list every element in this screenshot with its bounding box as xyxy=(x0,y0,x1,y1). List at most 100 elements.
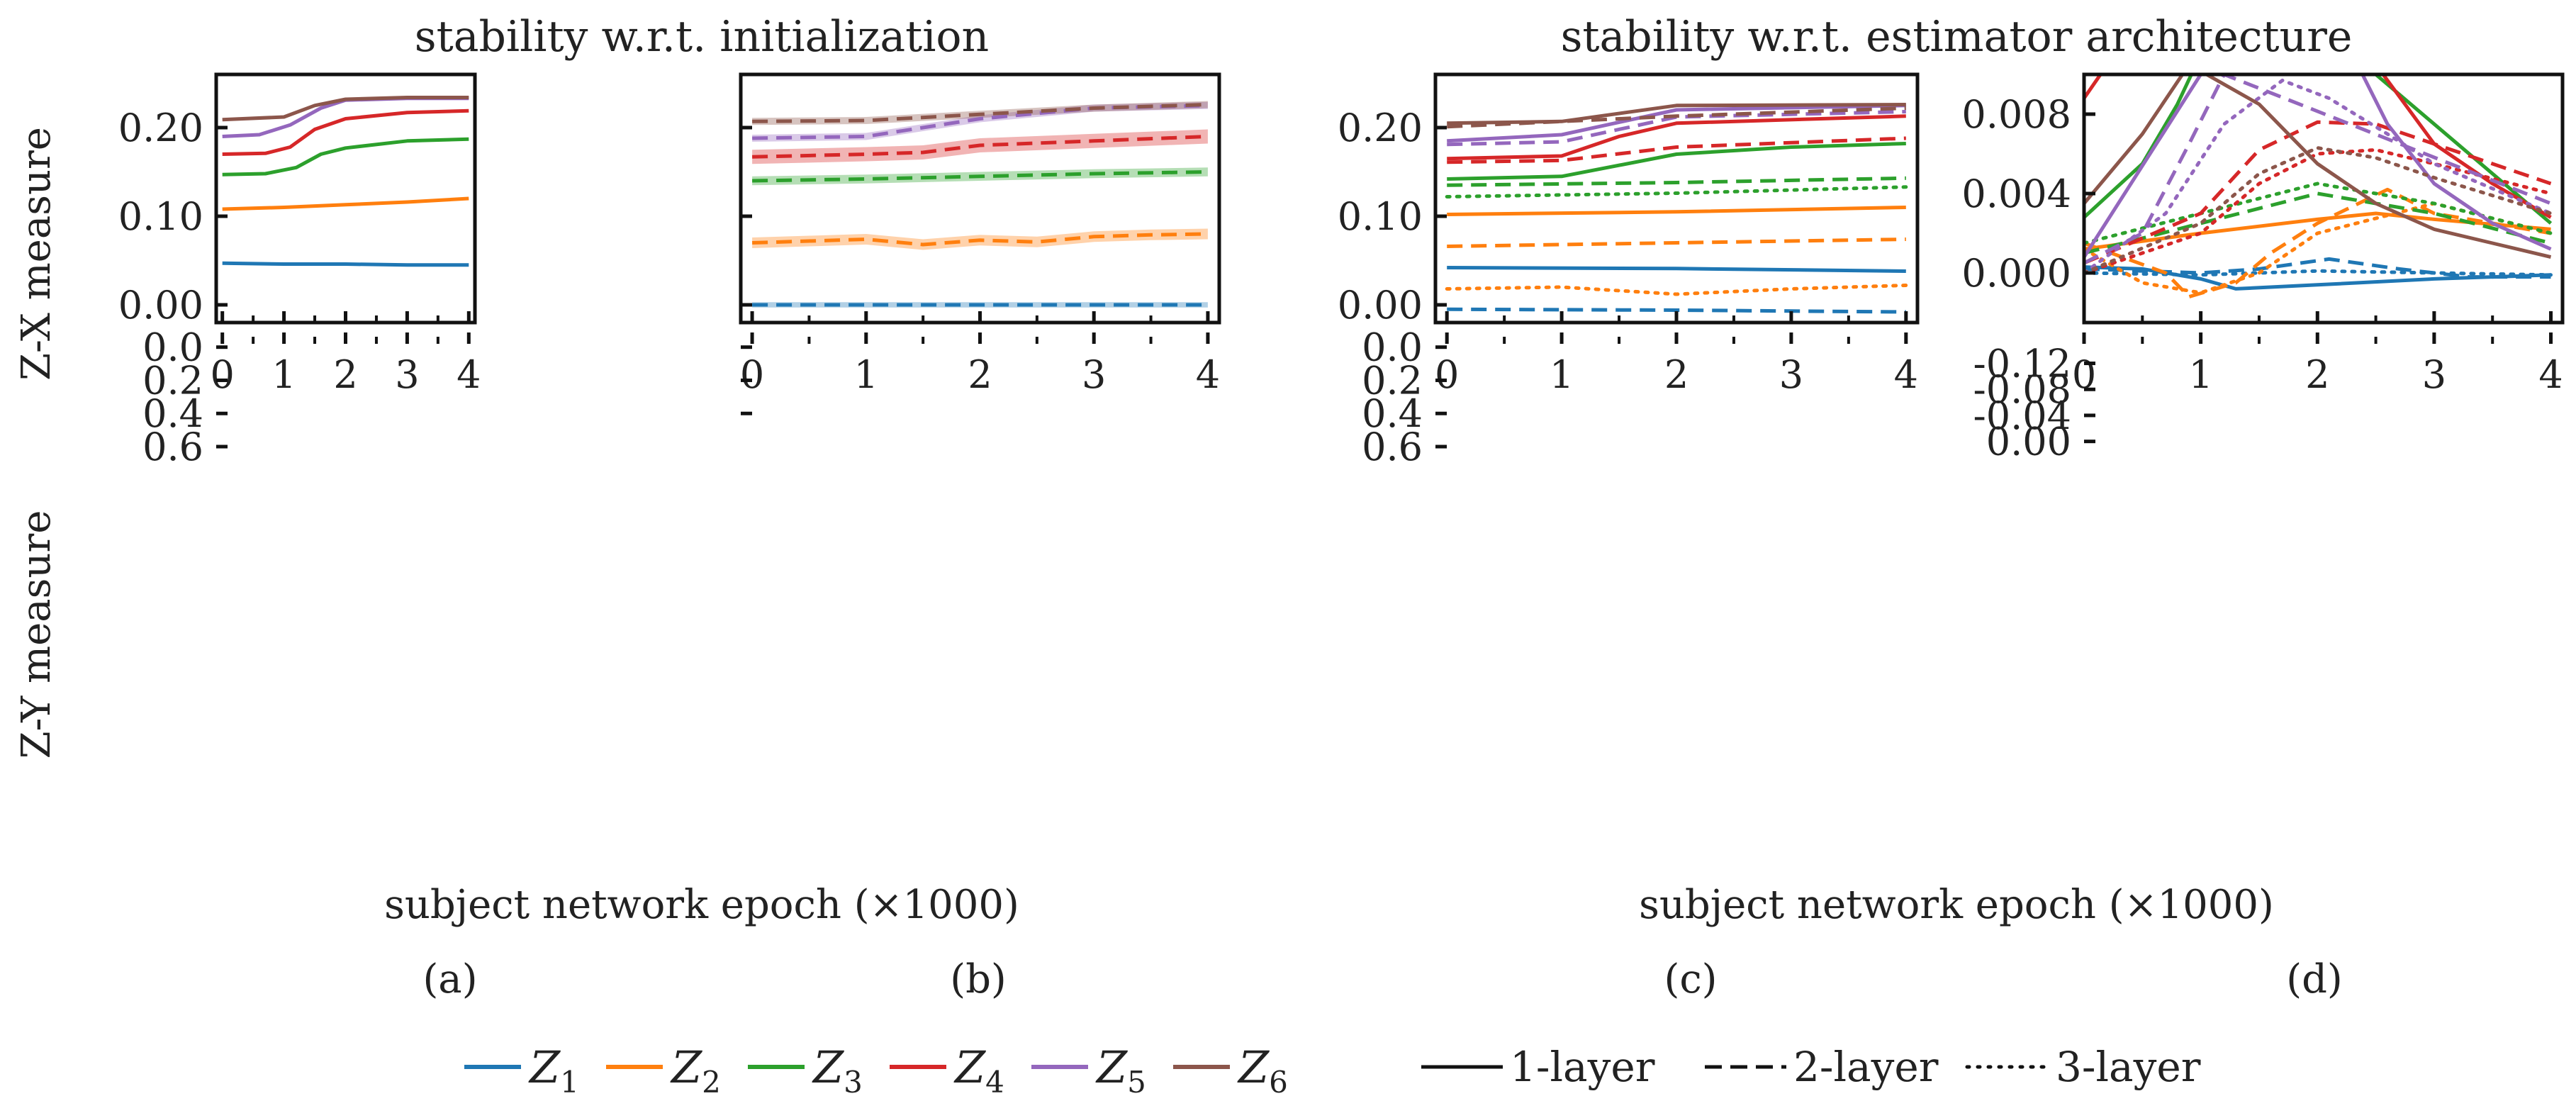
y-tick-label: 0.10 xyxy=(118,194,203,239)
y-tick-label: -0.04 xyxy=(1973,393,2071,438)
series-line-Z3-dashed xyxy=(2084,191,2552,255)
plot-panels: 0.000.100.200.000.100.200.0000.0040.0080… xyxy=(118,72,2565,469)
series-line-Z5-dashed xyxy=(1447,110,1906,147)
series-line-Z3-solid xyxy=(2084,74,2553,225)
y-tick-label: 0.004 xyxy=(1961,172,2071,216)
series-line-Z1-dotted xyxy=(2084,411,2551,445)
x-tick-label: 0 xyxy=(740,352,764,397)
legend-label: Z5 xyxy=(1095,1041,1146,1100)
legend-style-label: 1-layer xyxy=(1510,1043,1655,1091)
series-line-Z6-dashed xyxy=(752,103,1208,123)
legend-style-dotted: 3-layer xyxy=(1965,1043,2201,1091)
y-tick-label: 0.10 xyxy=(1338,194,1423,239)
series-line-Z5-dashed xyxy=(752,104,1208,140)
series-line-Z5-solid xyxy=(1447,104,1906,143)
series-line-Z4-dashed xyxy=(752,135,1208,159)
row-label-zx: Z-X measure xyxy=(13,127,60,381)
legend-label: Z1 xyxy=(528,1041,579,1100)
series-line-Z6-dotted xyxy=(2084,146,2553,275)
series-line-Z6-dashed xyxy=(1447,106,1906,129)
series-line-Z4-solid xyxy=(1447,114,1906,161)
legend-item-Z6: Z6 xyxy=(1173,1041,1288,1100)
series-line-Z4-dashed xyxy=(2084,120,2552,265)
series-line-Z2-solid xyxy=(222,196,469,211)
panel-label-d: (d) xyxy=(2286,956,2343,1002)
series-line-Z3-dashed xyxy=(1447,176,1906,187)
series-line-Z1-dashed xyxy=(2084,257,2551,279)
series-line-Z3-dotted xyxy=(1445,185,1908,198)
title-initialization: stability w.r.t. initialization xyxy=(415,12,989,62)
titles: stability w.r.t. initialization stabilit… xyxy=(13,12,2352,1002)
y-tick-label: 0.00 xyxy=(118,283,203,328)
panel-label-c: (c) xyxy=(1664,956,1717,1002)
plot-area xyxy=(1445,103,1908,314)
y-tick-label: 0.008 xyxy=(1961,92,2071,137)
y-tick-label: 0.4 xyxy=(1362,391,1423,436)
legend-label: Z3 xyxy=(812,1041,863,1100)
panel-a-top: 0.00 0.10 0.20 xyxy=(118,72,477,328)
panel-d-bottom: 0 1 2 3 40.00-0.04-0.08-0.12 xyxy=(1973,332,2563,464)
panel-b-bottom: 0 1 2 3 4 xyxy=(740,332,1220,415)
x-tick-label: 1 xyxy=(271,352,296,397)
series-line-Z3-dashed xyxy=(752,170,1208,183)
panel-b-top xyxy=(739,72,1221,325)
legend-label: Z4 xyxy=(953,1041,1004,1100)
x-tick-label: 0 xyxy=(211,352,235,397)
y-tick-label: 0.20 xyxy=(118,106,203,150)
x-tick-label: 3 xyxy=(1082,352,1106,397)
legend-item-Z5: Z5 xyxy=(1031,1041,1146,1100)
x-tick-label: 0 xyxy=(1435,352,1459,397)
series-line-Z5-dotted xyxy=(2084,78,2553,275)
x-axis-label-left: subject network epoch (×1000) xyxy=(384,882,1019,928)
panel-c-bottom: 0 1 2 3 4 0.00.20.40.6 xyxy=(1362,325,1918,469)
y-tick-label: 0.000 xyxy=(1961,251,2071,296)
x-tick-label: 2 xyxy=(1664,352,1689,397)
legend-style-dashed: 2-layer xyxy=(1705,1043,1939,1091)
y-tick-label: 0.00 xyxy=(1986,420,2071,464)
x-tick-label: 4 xyxy=(1894,352,1918,397)
x-tick-label: 1 xyxy=(1550,352,1574,397)
series-line-Z4-solid xyxy=(2084,74,2552,219)
x-tick-label: 3 xyxy=(395,352,419,397)
x-tick-label: 2 xyxy=(333,352,357,397)
x-tick-label: 1 xyxy=(854,352,878,397)
x-tick-label: 4 xyxy=(1196,352,1220,397)
series-line-Z2-solid xyxy=(2084,211,2551,251)
series-line-Z6-solid xyxy=(2084,74,2552,259)
y-tick-label: 0.2 xyxy=(142,358,203,403)
legend-item-Z1: Z1 xyxy=(464,1041,579,1100)
series-line-Z4-dotted xyxy=(2084,147,2553,275)
y-tick-label: 0.0 xyxy=(1362,325,1423,370)
series-line-Z2-solid xyxy=(1447,206,1906,216)
series-line-Z1-dashed xyxy=(2084,428,2551,440)
series-line-Z5-solid xyxy=(2084,74,2552,258)
y-tick-label: 0.2 xyxy=(1362,358,1423,403)
series-line-Z2-dashed xyxy=(752,232,1208,247)
plot-area xyxy=(752,101,1208,308)
series-line-Z1-solid xyxy=(2084,265,2551,291)
x-tick-label: 1 xyxy=(2188,352,2212,397)
x-tick-label: 4 xyxy=(2538,352,2563,397)
panel-d-top: 0.000 0.004 0.008 xyxy=(1961,72,2565,325)
series-line-Z4-dashed xyxy=(1447,136,1906,164)
legend-label: Z6 xyxy=(1237,1041,1288,1100)
series-line-Z2-dotted xyxy=(1445,284,1908,296)
x-tick-label: 3 xyxy=(1779,352,1803,397)
row-label-zy: Z-Y measure xyxy=(13,510,60,759)
y-tick-label: 0.4 xyxy=(142,391,203,436)
legend-style-solid: 1-layer xyxy=(1421,1043,1655,1091)
series-line-Z1-dotted xyxy=(2084,269,2553,277)
series-line-Z2-dashed xyxy=(1447,237,1906,248)
x-tick-label: 2 xyxy=(2305,352,2329,397)
legend: Z1 Z2 Z3 Z4 Z5 Z6 1-layer 2-layer 3-layer xyxy=(464,1041,2201,1100)
series-line-Z2-dashed xyxy=(2084,187,2551,299)
x-tick-label: 3 xyxy=(2422,352,2446,397)
panel-label-a: (a) xyxy=(422,956,477,1002)
legend-style-label: 2-layer xyxy=(1793,1043,1939,1091)
x-axis-label-right: subject network epoch (×1000) xyxy=(1639,882,2274,928)
y-tick-label: 0.0 xyxy=(142,325,203,370)
series-line-Z3-dotted xyxy=(2084,181,2553,245)
band-Z5-4 xyxy=(752,101,1208,142)
panel-label-b: (b) xyxy=(950,956,1007,1002)
